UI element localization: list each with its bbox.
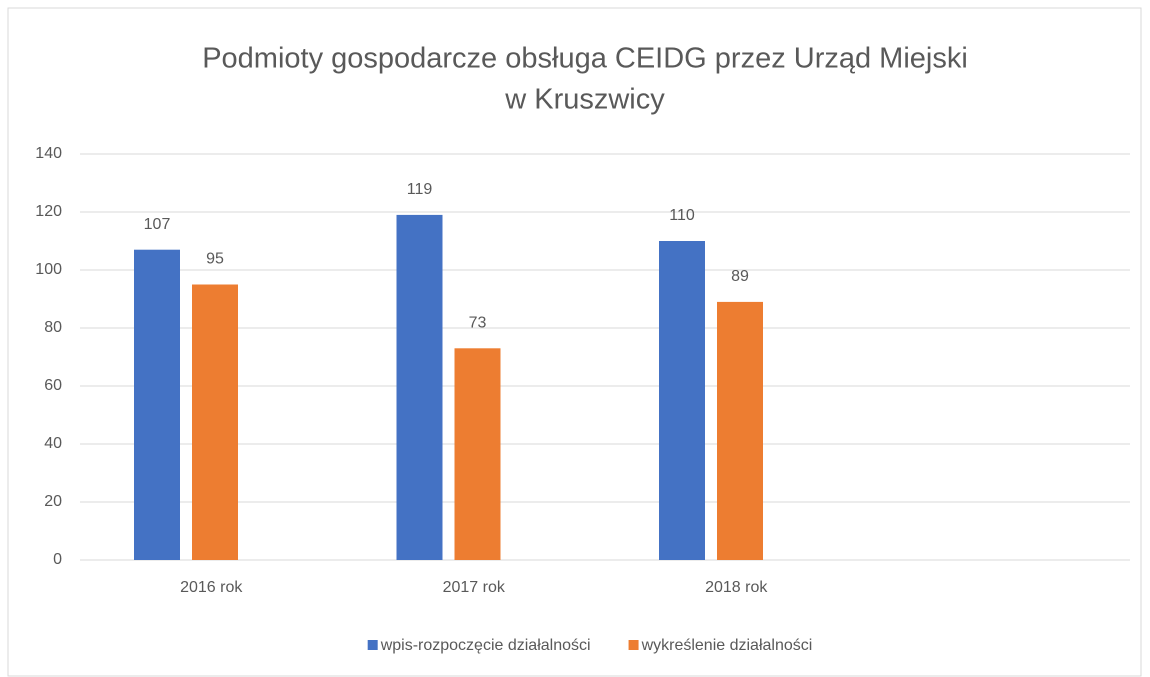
bar xyxy=(396,214,443,560)
y-tick-label: 0 xyxy=(53,551,62,568)
x-tick-label: 2017 rok xyxy=(443,579,506,596)
y-tick-label: 80 xyxy=(44,319,62,336)
chart-title: Podmioty gospodarcze obsługa CEIDG przez… xyxy=(202,43,968,75)
legend-swatch xyxy=(367,640,378,650)
y-tick-label: 120 xyxy=(35,203,62,220)
x-tick-label: 2016 rok xyxy=(180,579,243,596)
y-tick-label: 20 xyxy=(44,493,62,510)
bar xyxy=(717,301,763,560)
legend-label: wpis-rozpoczęcie działalności xyxy=(380,637,591,654)
y-tick-label: 100 xyxy=(35,261,62,278)
y-tick-label: 60 xyxy=(44,377,62,394)
x-tick-label: 2018 rok xyxy=(705,579,768,596)
y-tick-label: 40 xyxy=(44,435,62,452)
data-label: 73 xyxy=(469,315,487,332)
y-tick-label: 140 xyxy=(35,145,62,162)
chart-title: w Kruszwicy xyxy=(504,84,665,116)
data-label: 110 xyxy=(669,207,695,224)
data-label: 107 xyxy=(144,216,171,233)
data-label: 89 xyxy=(731,268,749,285)
bar xyxy=(659,241,705,560)
legend-swatch xyxy=(628,640,639,650)
data-label: 119 xyxy=(407,181,433,198)
bar xyxy=(454,348,501,560)
data-label: 95 xyxy=(206,251,224,268)
bar xyxy=(134,249,180,560)
legend-label: wykreślenie działalności xyxy=(641,637,813,654)
bar xyxy=(192,284,238,560)
